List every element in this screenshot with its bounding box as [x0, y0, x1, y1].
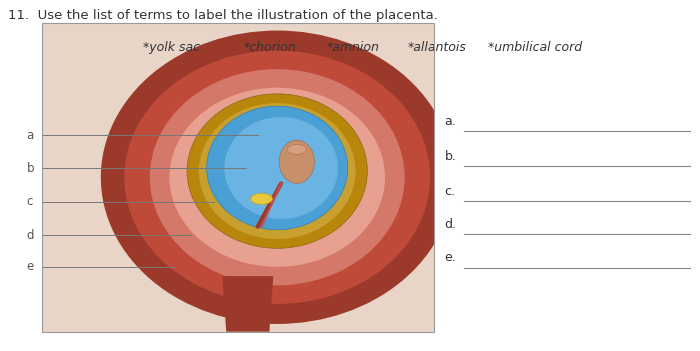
- Ellipse shape: [125, 51, 430, 304]
- Text: 11.  Use the list of terms to label the illustration of the placenta.: 11. Use the list of terms to label the i…: [8, 9, 438, 22]
- Ellipse shape: [150, 69, 405, 285]
- Ellipse shape: [279, 140, 314, 184]
- Ellipse shape: [169, 88, 385, 267]
- Text: b.: b.: [444, 150, 456, 163]
- Text: *allantois: *allantois: [408, 41, 467, 54]
- Ellipse shape: [101, 31, 454, 324]
- Text: *umbilical cord: *umbilical cord: [489, 41, 582, 54]
- Ellipse shape: [224, 117, 338, 219]
- Text: *amnion: *amnion: [327, 41, 380, 54]
- Text: *yolk sac: *yolk sac: [143, 41, 200, 54]
- Circle shape: [287, 145, 307, 154]
- Polygon shape: [223, 276, 273, 332]
- Text: c.: c.: [444, 185, 456, 198]
- Text: e.: e.: [444, 251, 456, 265]
- Text: *chorion: *chorion: [243, 41, 296, 54]
- Ellipse shape: [187, 94, 368, 248]
- Bar: [42, 23, 434, 332]
- Text: d: d: [27, 229, 34, 242]
- Circle shape: [251, 193, 272, 204]
- Ellipse shape: [199, 103, 356, 239]
- Ellipse shape: [206, 106, 348, 230]
- Text: c: c: [27, 195, 33, 208]
- Text: b: b: [27, 162, 34, 175]
- Text: d.: d.: [444, 218, 456, 231]
- Text: a.: a.: [444, 114, 456, 128]
- Text: a: a: [27, 128, 34, 142]
- Bar: [42, 23, 434, 332]
- Text: e: e: [27, 260, 34, 273]
